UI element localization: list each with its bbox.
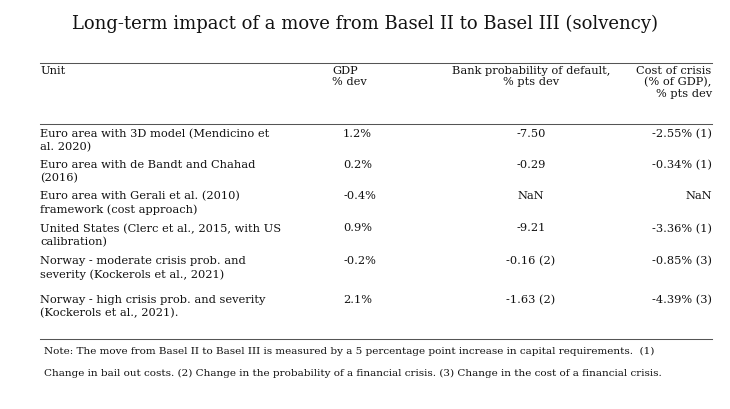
Text: Long-term impact of a move from Basel II to Basel III (solvency): Long-term impact of a move from Basel II…	[72, 14, 658, 33]
Text: Euro area with 3D model (Mendicino et
al. 2020): Euro area with 3D model (Mendicino et al…	[40, 129, 269, 152]
Text: -2.55% (1): -2.55% (1)	[652, 129, 712, 139]
Text: Euro area with de Bandt and Chahad
(2016): Euro area with de Bandt and Chahad (2016…	[40, 160, 256, 183]
Text: United States (Clerc et al., 2015, with US
calibration): United States (Clerc et al., 2015, with …	[40, 223, 281, 246]
Text: Unit: Unit	[40, 65, 66, 75]
Text: Note: The move from Basel II to Basel III is measured by a 5 percentage point in: Note: The move from Basel II to Basel II…	[44, 346, 654, 355]
Text: -7.50: -7.50	[516, 129, 546, 139]
Text: -0.16 (2): -0.16 (2)	[507, 256, 556, 266]
Text: Change in bail out costs. (2) Change in the probability of a financial crisis. (: Change in bail out costs. (2) Change in …	[44, 368, 661, 377]
Text: -0.34% (1): -0.34% (1)	[652, 160, 712, 170]
Text: Bank probability of default,
% pts dev: Bank probability of default, % pts dev	[452, 65, 610, 87]
Text: NaN: NaN	[518, 190, 545, 200]
Text: -4.39% (3): -4.39% (3)	[652, 294, 712, 305]
Text: Cost of crisis
(% of GDP),
% pts dev: Cost of crisis (% of GDP), % pts dev	[637, 65, 712, 99]
Text: -1.63 (2): -1.63 (2)	[507, 294, 556, 305]
Text: Euro area with Gerali et al. (2010)
framework (cost approach): Euro area with Gerali et al. (2010) fram…	[40, 190, 240, 214]
Text: NaN: NaN	[685, 190, 712, 200]
Text: 0.2%: 0.2%	[343, 160, 372, 169]
Text: -0.2%: -0.2%	[343, 256, 376, 265]
Text: GDP
% dev: GDP % dev	[332, 65, 367, 87]
Text: Norway - high crisis prob. and severity
(Kockerols et al., 2021).: Norway - high crisis prob. and severity …	[40, 294, 266, 318]
Text: -0.85% (3): -0.85% (3)	[652, 256, 712, 266]
Text: -0.4%: -0.4%	[343, 190, 376, 200]
Text: Norway - moderate crisis prob. and
severity (Kockerols et al., 2021): Norway - moderate crisis prob. and sever…	[40, 256, 246, 279]
Text: -3.36% (1): -3.36% (1)	[652, 223, 712, 233]
Text: 2.1%: 2.1%	[343, 294, 372, 304]
Text: -0.29: -0.29	[516, 160, 546, 169]
Text: 0.9%: 0.9%	[343, 223, 372, 233]
Text: -9.21: -9.21	[516, 223, 546, 233]
Text: 1.2%: 1.2%	[343, 129, 372, 139]
